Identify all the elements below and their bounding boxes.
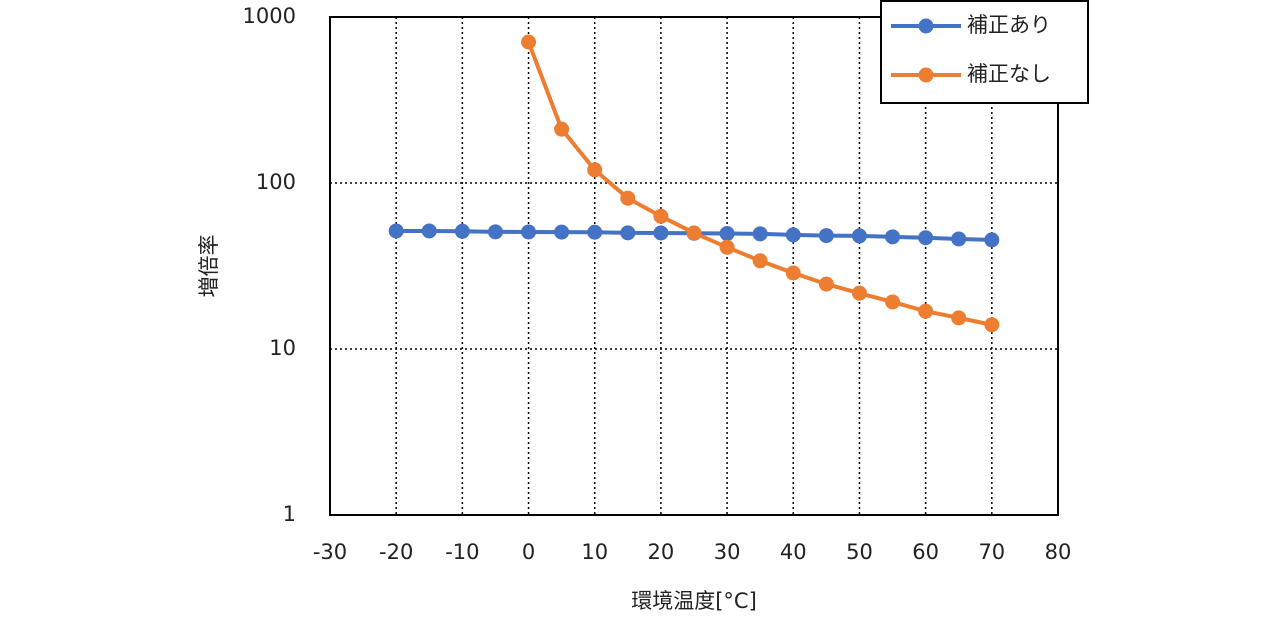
x-tick-label: -20 xyxy=(379,540,413,564)
x-axis-label: 環境温度[°C] xyxy=(631,589,757,613)
data-point xyxy=(554,224,570,240)
plot-border xyxy=(329,16,1059,516)
data-point xyxy=(818,228,834,244)
y-axis-label: 増倍率 xyxy=(197,235,221,298)
x-tick-label: 80 xyxy=(1045,540,1072,564)
data-point xyxy=(587,162,603,178)
x-tick-label: 60 xyxy=(912,540,939,564)
data-point xyxy=(951,231,967,247)
data-point xyxy=(752,226,768,242)
y-tick-label: 10 xyxy=(269,336,296,360)
data-point xyxy=(421,223,437,239)
data-point xyxy=(620,225,636,241)
data-point xyxy=(620,190,636,206)
data-point xyxy=(521,34,537,50)
data-point xyxy=(851,228,867,244)
data-point xyxy=(554,121,570,137)
x-tick-label: 70 xyxy=(978,540,1005,564)
data-point xyxy=(487,224,503,240)
legend-label: 補正なし xyxy=(967,62,1051,86)
data-point xyxy=(885,294,901,310)
data-point xyxy=(918,230,934,246)
data-point xyxy=(984,317,1000,333)
legend-marker xyxy=(918,67,934,83)
y-tick-label: 1000 xyxy=(243,4,296,28)
data-point xyxy=(653,208,669,224)
x-tick-label: 10 xyxy=(581,540,608,564)
data-point xyxy=(785,227,801,243)
data-point xyxy=(851,285,867,301)
data-point xyxy=(885,229,901,245)
legend-box xyxy=(880,0,1089,104)
data-point xyxy=(785,265,801,281)
data-point xyxy=(719,226,735,242)
data-point xyxy=(454,223,470,239)
x-tick-label: 50 xyxy=(846,540,873,564)
x-tick-label: 30 xyxy=(714,540,741,564)
x-tick-label: -30 xyxy=(313,540,347,564)
y-tick-label: 100 xyxy=(256,170,296,194)
data-point xyxy=(686,225,702,241)
data-point xyxy=(653,225,669,241)
x-tick-label: -10 xyxy=(445,540,479,564)
x-tick-label: 40 xyxy=(780,540,807,564)
data-point xyxy=(719,239,735,255)
y-tick-label: 1 xyxy=(283,502,296,526)
data-point xyxy=(521,224,537,240)
data-point xyxy=(984,232,1000,248)
data-point xyxy=(587,224,603,240)
x-tick-label: 20 xyxy=(648,540,675,564)
x-tick-label: 0 xyxy=(522,540,535,564)
data-point xyxy=(752,253,768,269)
legend-label: 補正あり xyxy=(967,13,1051,37)
data-point xyxy=(951,310,967,326)
data-point xyxy=(388,223,404,239)
data-point xyxy=(918,303,934,319)
data-point xyxy=(818,276,834,292)
legend-marker xyxy=(918,18,934,34)
